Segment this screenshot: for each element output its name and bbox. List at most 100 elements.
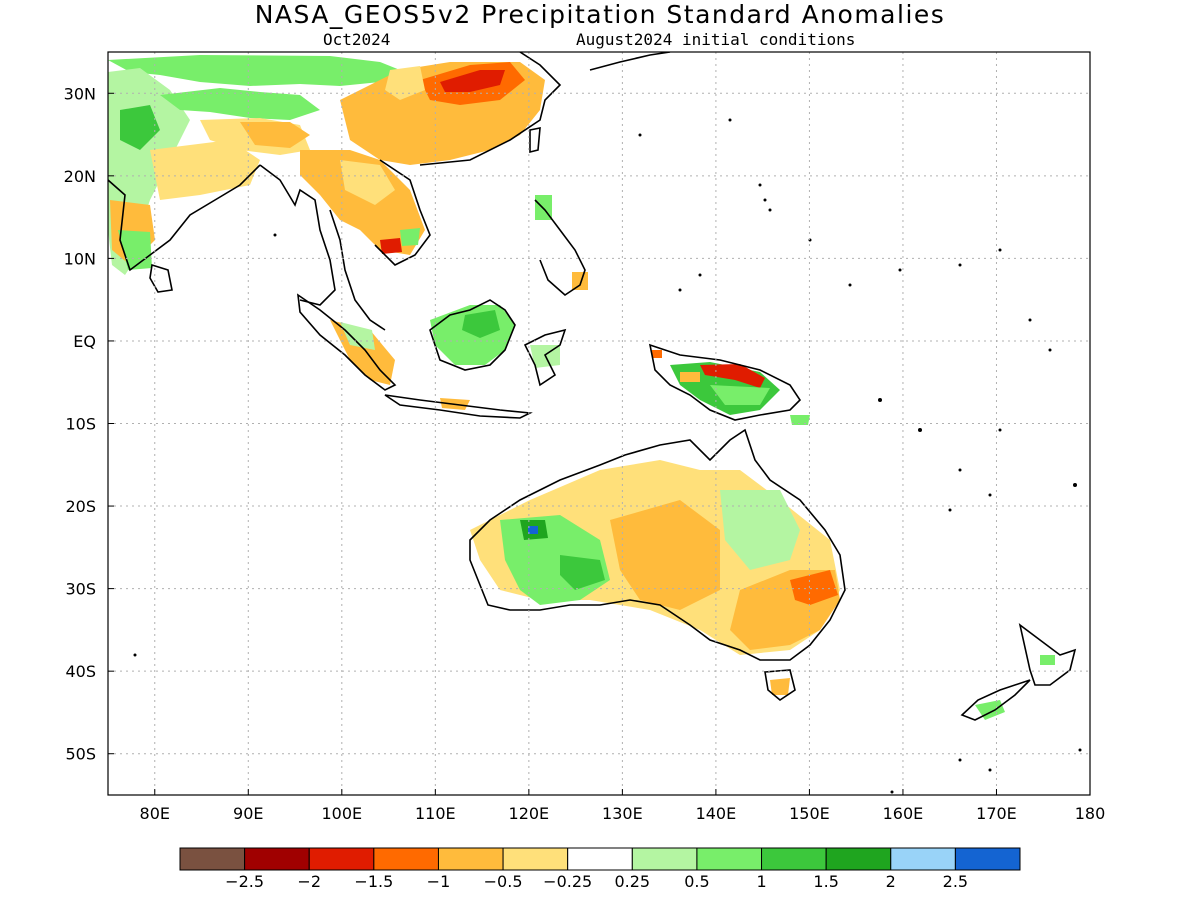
lat-tick-label: 50S bbox=[65, 745, 96, 764]
colorbar-swatch bbox=[761, 847, 827, 871]
lon-tick-label: 100E bbox=[321, 804, 362, 823]
region-tasmania bbox=[770, 678, 790, 695]
lat-tick-label: 10N bbox=[64, 249, 96, 268]
coast-nz-north bbox=[1018, 623, 1077, 686]
coast-china bbox=[419, 52, 562, 166]
small-islands bbox=[133, 118, 1082, 794]
colorbar-label: 2.5 bbox=[943, 872, 968, 891]
coast-borneo bbox=[429, 299, 516, 371]
lat-tick-label: 40S bbox=[65, 662, 96, 681]
region-australia-se-orange bbox=[790, 570, 838, 605]
coast-nz-south bbox=[960, 679, 1031, 721]
map-title: NASA_GEOS5v2 Precipitation Standard Anom… bbox=[254, 0, 946, 29]
coast-malay-pen bbox=[329, 209, 386, 331]
colorbar-swatch bbox=[244, 847, 310, 871]
region-solomon bbox=[790, 415, 810, 425]
coast-philippines bbox=[534, 199, 586, 297]
colorbar-swatch bbox=[567, 847, 633, 871]
region-australia-east bbox=[720, 490, 800, 570]
colorbar-label: −0.25 bbox=[543, 872, 592, 891]
colorbar-label: −2.5 bbox=[225, 872, 264, 891]
lat-tick-label: 30N bbox=[64, 84, 96, 103]
colorbar-swatch bbox=[696, 847, 763, 871]
colorbar-label: −1.5 bbox=[354, 872, 393, 891]
coast-new-guinea bbox=[648, 343, 802, 421]
region-philippines-south bbox=[572, 272, 588, 290]
region-ng-spot bbox=[652, 350, 662, 358]
coast-tasmania bbox=[764, 669, 796, 701]
colorbar-swatch bbox=[631, 847, 698, 871]
forecast-month: Oct2024 bbox=[323, 30, 391, 49]
coast-srilanka bbox=[149, 263, 173, 293]
coast-india bbox=[108, 164, 261, 272]
region-new-zealand-north bbox=[1040, 655, 1055, 665]
coast-australia bbox=[469, 428, 846, 661]
region-australia-blue-core bbox=[528, 526, 538, 534]
colorbar-label: 1 bbox=[756, 872, 766, 891]
region-indochina-yellow bbox=[340, 160, 395, 205]
coast-indochina bbox=[374, 159, 431, 266]
region-south-china-red bbox=[440, 70, 505, 92]
lon-tick-label: 130E bbox=[602, 804, 643, 823]
lon-tick-label: 140E bbox=[696, 804, 737, 823]
region-china-yellow bbox=[385, 66, 425, 100]
colorbar-swatch bbox=[437, 847, 504, 871]
colorbar-label: 2 bbox=[886, 872, 896, 891]
colorbar-swatch bbox=[179, 847, 246, 871]
colorbar: −2.5 −2 −1.5 −1 −0.5 −0.25 0.25 0.5 1 1.5 2 2.5 bbox=[179, 847, 1021, 891]
colorbar-swatch bbox=[308, 847, 375, 871]
region-himalaya-orange bbox=[240, 122, 310, 148]
coast-sulawesi bbox=[523, 328, 567, 387]
latitude-labels: 30N 20N 10N EQ 10S 20S 30S 40S 50S bbox=[64, 84, 96, 763]
gridlines bbox=[108, 52, 1091, 795]
colorbar-swatch bbox=[954, 847, 1021, 871]
lon-tick-label: 120E bbox=[509, 804, 550, 823]
coast-myanmar-thai bbox=[259, 164, 336, 306]
coast-japan bbox=[589, 52, 671, 71]
lon-tick-label: 110E bbox=[415, 804, 456, 823]
region-sumatra-green bbox=[340, 322, 375, 350]
map-frame bbox=[107, 51, 1091, 796]
region-tibet-himalaya bbox=[160, 88, 320, 120]
colorbar-swatch bbox=[502, 847, 569, 871]
initial-conditions: August2024 initial conditions bbox=[576, 30, 856, 49]
coast-sumatra bbox=[297, 293, 397, 391]
colorbar-swatch bbox=[373, 847, 439, 871]
coastlines bbox=[108, 52, 1077, 721]
region-australia-west-dark bbox=[560, 555, 605, 590]
lat-tick-label: 10S bbox=[65, 415, 96, 434]
colorbar-label: 0.5 bbox=[684, 872, 709, 891]
region-new-guinea-yellow bbox=[680, 372, 700, 382]
region-indochina-green bbox=[400, 228, 420, 246]
lat-tick-label: 20S bbox=[65, 497, 96, 516]
region-new-guinea-light bbox=[710, 385, 770, 405]
region-australia-orange-core bbox=[610, 500, 720, 610]
colorbar-swatch bbox=[825, 847, 892, 871]
region-india-green-spot bbox=[120, 105, 160, 150]
colorbar-label: 0.25 bbox=[614, 872, 650, 891]
region-new-zealand bbox=[975, 700, 1005, 720]
lon-tick-label: 80E bbox=[140, 804, 170, 823]
lat-tick-label: EQ bbox=[73, 332, 96, 351]
lat-tick-label: 30S bbox=[65, 580, 96, 599]
coast-java bbox=[384, 394, 533, 419]
region-indochina-red bbox=[380, 238, 402, 254]
colorbar-label: −1 bbox=[427, 872, 451, 891]
coast-taiwan bbox=[529, 127, 541, 154]
anomaly-fields bbox=[108, 55, 1055, 720]
colorbar-label: −2 bbox=[297, 872, 321, 891]
colorbar-label: 1.5 bbox=[813, 872, 838, 891]
region-asia-north bbox=[108, 55, 400, 86]
region-india-yellow bbox=[150, 140, 260, 200]
lon-tick-label: 180 bbox=[1075, 804, 1106, 823]
colorbar-swatch bbox=[890, 847, 956, 871]
lon-tick-label: 90E bbox=[233, 804, 263, 823]
lon-tick-label: 160E bbox=[883, 804, 924, 823]
lon-tick-label: 170E bbox=[976, 804, 1017, 823]
lat-tick-label: 20N bbox=[64, 167, 96, 186]
colorbar-label: −0.5 bbox=[484, 872, 523, 891]
longitude-labels: 80E 90E 100E 110E 120E 130E 140E 150E 160E 170E 18… bbox=[140, 804, 1106, 823]
region-borneo-dark bbox=[462, 310, 500, 338]
lon-tick-label: 150E bbox=[789, 804, 830, 823]
